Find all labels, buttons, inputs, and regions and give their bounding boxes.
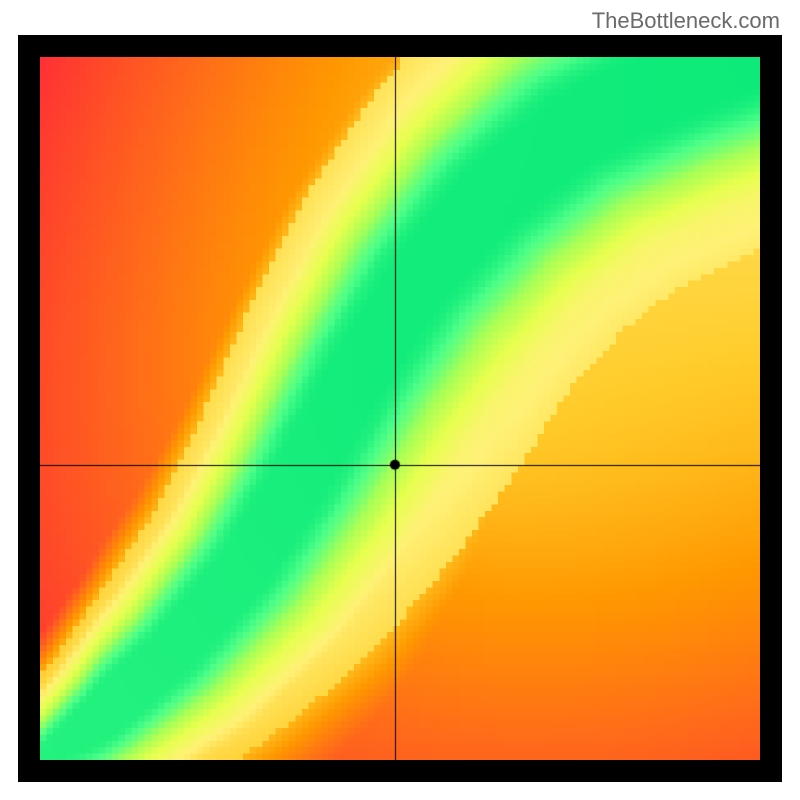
chart-container: TheBottleneck.com xyxy=(0,0,800,800)
plot-frame xyxy=(18,35,782,782)
watermark-text: TheBottleneck.com xyxy=(592,8,780,34)
crosshair-overlay xyxy=(40,57,760,760)
